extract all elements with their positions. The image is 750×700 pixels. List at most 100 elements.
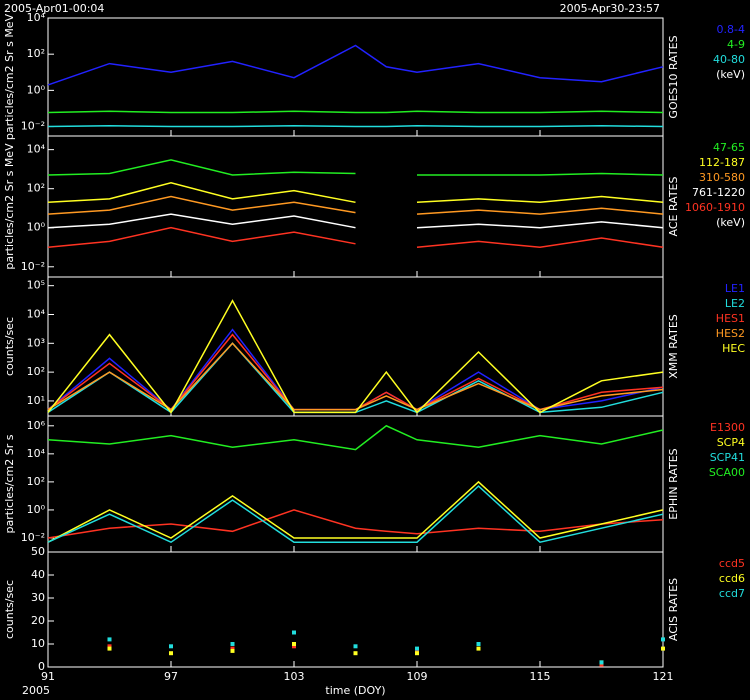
scatter-point: [353, 651, 358, 656]
end-time: 2005-Apr30-23:57: [560, 2, 660, 15]
panel-title: GOES10 RATES: [667, 35, 680, 118]
y-tick-label: 10⁶: [27, 419, 46, 432]
legend-entry: 4-9: [727, 38, 745, 51]
scatter-point: [292, 644, 296, 649]
scatter-point: [107, 637, 112, 642]
legend-entry: SCP41: [710, 451, 745, 464]
legend-entry: 40-80: [713, 53, 745, 66]
scatter-point: [169, 651, 173, 656]
scatter-point: [599, 660, 604, 665]
y-axis-label: counts/sec: [3, 317, 16, 376]
x-tick-label: 103: [284, 670, 305, 683]
legend-entry: LE2: [725, 297, 745, 310]
legend-entry: 0.8-4: [717, 23, 745, 36]
series-line: [47, 328, 664, 411]
legend-entry: ccd6: [719, 572, 745, 585]
scatter-point: [107, 646, 112, 651]
y-tick-label: 10⁴: [27, 447, 46, 460]
y-tick-label: 10⁻²: [21, 260, 45, 273]
scatter-point: [292, 642, 296, 646]
y-tick-label: 40: [31, 568, 45, 581]
y-tick-label: 50: [31, 545, 45, 558]
x-tick-label: 115: [530, 670, 551, 683]
scatter-point: [661, 637, 665, 642]
x-axis-label: time (DOY): [325, 684, 385, 697]
y-tick-label: 10⁴: [27, 11, 46, 24]
y-tick-label: 10²: [27, 182, 45, 195]
scatter-point: [230, 648, 235, 653]
series-line: [47, 195, 664, 215]
x-tick-label: 109: [407, 670, 428, 683]
y-tick-label: 30: [31, 591, 45, 604]
panel-title: XMM RATES: [667, 314, 680, 379]
start-time: 2005-Apr01-00:04: [4, 2, 104, 15]
y-axis-label: particles/cm2 Sr s MeV: [3, 143, 16, 270]
scatter-point: [292, 630, 296, 635]
legend-entry: LE1: [725, 282, 745, 295]
y-tick-label: 10³: [27, 336, 45, 349]
series-line: [47, 182, 664, 204]
y-axis-label: particles/cm2 Sr s MeV: [3, 13, 16, 140]
legend-entry: SCP4: [717, 436, 745, 449]
y-tick-label: 20: [31, 614, 45, 627]
legend-entry: ccd7: [719, 587, 745, 600]
legend-entry: E1300: [710, 421, 745, 434]
scatter-point: [169, 644, 173, 649]
scatter-point: [599, 662, 604, 667]
year: 2005: [22, 684, 50, 697]
x-tick-label: 97: [164, 670, 178, 683]
scatter-point: [415, 651, 419, 656]
legend-entry: ccd5: [719, 557, 745, 570]
y-axis-label: particles/cm2 Sr s: [3, 434, 16, 533]
series-line: [47, 342, 664, 414]
series-line: [47, 485, 664, 544]
y-tick-label: 0: [38, 660, 45, 673]
x-tick-label: 121: [653, 670, 674, 683]
series-line: [47, 159, 664, 176]
panel-frame: [47, 17, 664, 137]
scatter-point: [476, 646, 481, 651]
legend-entry: SCA00: [709, 466, 745, 479]
panel-title: ACE RATES: [667, 176, 680, 236]
scatter-point: [661, 646, 665, 651]
legend-entry: 47-65: [713, 141, 745, 154]
series-line: [47, 44, 664, 86]
y-tick-label: 10⁰: [27, 83, 46, 96]
scatter-point: [415, 648, 419, 653]
unit-label: (keV): [716, 216, 745, 229]
panel-frame: [47, 135, 664, 278]
legend-entry: 761-1220: [692, 186, 745, 199]
unit-label: (keV): [716, 68, 745, 81]
legend-entry: HES2: [716, 327, 745, 340]
y-tick-label: 10¹: [27, 394, 45, 407]
panel-title: EPHIN RATES: [667, 448, 680, 519]
series-line: [47, 424, 664, 451]
panel-frame: [47, 276, 664, 417]
scatter-point: [415, 646, 419, 651]
y-axis-label: counts/sec: [3, 580, 16, 639]
scatter-point: [230, 642, 235, 646]
legend-entry: 310-580: [699, 171, 745, 184]
scatter-point: [476, 642, 481, 646]
scatter-point: [230, 646, 235, 651]
y-tick-label: 10⁵: [27, 279, 45, 292]
y-tick-label: 10⁴: [27, 143, 46, 156]
legend-entry: 1060-1910: [685, 201, 745, 214]
panel-frame: [47, 551, 664, 668]
y-tick-label: 10⁻²: [21, 531, 45, 544]
y-tick-label: 10²: [27, 475, 45, 488]
series-line: [47, 480, 664, 543]
series-line: [47, 342, 664, 411]
panel-title: ACIS RATES: [667, 578, 680, 641]
series-line: [47, 213, 664, 229]
series-line: [47, 509, 664, 539]
y-tick-label: 10²: [27, 47, 45, 60]
scatter-point: [353, 644, 358, 649]
y-tick-label: 10: [31, 637, 45, 650]
series-line: [47, 333, 664, 411]
legend-entry: 112-187: [699, 156, 745, 169]
scatter-point: [107, 644, 112, 649]
series-line: [47, 226, 664, 249]
series-line: [47, 299, 664, 414]
x-tick-label: 91: [41, 670, 55, 683]
